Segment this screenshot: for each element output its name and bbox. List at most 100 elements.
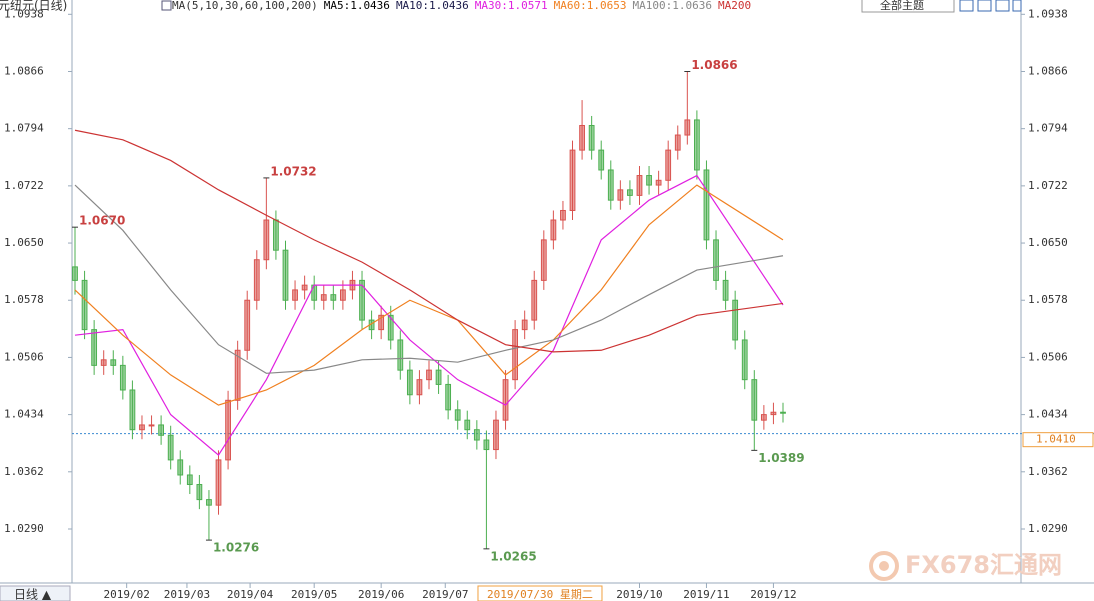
candle-body [100,359,107,366]
y-tick-label: 1.0866 [1028,64,1068,77]
candle-body [550,219,557,241]
candle-body [655,179,662,186]
annotation-label: 1.0265 [490,549,536,563]
candle-body [273,219,279,251]
candle-body [359,279,365,321]
y-tick-label: 1.0578 [1028,293,1068,306]
y-tick-label: 1.0362 [1028,465,1068,478]
icon[interactable] [1012,0,1022,12]
candle-body [215,459,222,506]
annotation-label: 1.0732 [270,164,316,178]
legend-entry: MA60:1.0653 [554,0,627,12]
x-tick-label: 2019/11 [683,588,729,601]
candle-body [617,189,624,201]
candle-body [320,294,327,301]
crosshair-box [477,585,603,601]
candle-body [186,474,193,486]
legend-entry: MA10:1.0436 [396,0,469,12]
candle-body [148,424,155,427]
candle-body [531,279,538,321]
candle-body [713,239,719,281]
legend-entry: MA100:1.0636 [633,0,712,12]
candle-body [206,499,212,506]
legend-entry: MA5:1.0436 [324,0,390,12]
candle-body [732,299,739,341]
icon[interactable] [995,0,1010,12]
candle-body [579,124,585,151]
candle-body [560,209,566,221]
annotation-label: 1.0276 [213,541,259,555]
x-tick-label: 2019/04 [227,588,274,601]
annotation-label: 1.0389 [758,451,804,465]
candle-body [167,434,174,461]
candle-body [665,149,672,181]
period-button-label[interactable]: 日线 ▲ [14,588,52,601]
candle-body [636,175,643,196]
candle-body [253,259,260,301]
price-tag-label: 1.0410 [1036,433,1076,446]
toolbar-icons [959,0,1022,12]
candle-body [694,119,700,171]
y-tick-label: 1.0506 [1028,350,1068,363]
candle-body [502,379,509,421]
candle-body [158,424,165,436]
theme-button-label[interactable]: 全部主题 [880,0,924,12]
y-tick-label: 1.0650 [4,236,44,249]
y-tick-label: 1.0362 [4,465,44,478]
candle-body [483,439,490,451]
y-tick-label: 1.0650 [1028,236,1068,249]
candle-body [406,369,413,396]
candle-body [225,399,231,461]
icon[interactable] [959,0,974,12]
legend-title: MA(5,10,30,60,100,200) [172,0,318,12]
candle-body [177,459,184,476]
candle-body [454,409,461,421]
candle-body [91,329,98,366]
y-tick-label: 1.0434 [1028,408,1068,421]
candle-body [780,411,786,414]
y-tick-label: 1.0434 [4,408,44,421]
candle-body [119,364,126,391]
y-tick-label: 1.0722 [4,179,44,192]
candle-body [569,149,576,211]
ma-line [74,184,784,406]
candle-body [464,419,471,431]
candle-body [493,419,499,451]
candle-body [703,169,710,241]
y-tick-label: 1.0794 [4,122,44,135]
icon[interactable] [977,0,992,12]
candle-body [684,119,691,136]
candle-body [139,424,145,431]
candle-body [722,279,729,301]
y-tick-label: 1.0506 [4,350,44,363]
candle-body [607,169,614,201]
period-button[interactable] [0,585,71,601]
candle-body [301,284,308,291]
y-tick-label: 1.0938 [1028,7,1068,20]
y-tick-label: 1.0290 [4,522,44,535]
candle-body [512,329,518,381]
candle-body [378,314,385,331]
candle-body [330,294,337,301]
candle-body [263,219,270,261]
x-tick-label: 2019/02 [103,588,149,601]
crosshair-label: 2019/07/30 星期二 [487,588,593,601]
x-tick-label: 2019/06 [358,588,404,601]
x-tick-label: 2019/03 [164,588,210,601]
candle-body [196,484,203,501]
candle-body [234,349,241,401]
y-tick-label: 1.0938 [4,7,44,20]
candle-body [435,369,442,385]
annotation-label: 1.0670 [79,214,125,228]
candle-body [646,175,652,186]
candle-body [387,314,394,341]
candle-body [282,249,289,301]
y-tick-label: 1.0866 [4,64,44,77]
y-tick-label: 1.0722 [1028,179,1068,192]
watermark-logo [869,551,899,581]
candle-body [473,429,480,441]
theme-button[interactable] [861,0,955,13]
candle-body [72,266,78,281]
